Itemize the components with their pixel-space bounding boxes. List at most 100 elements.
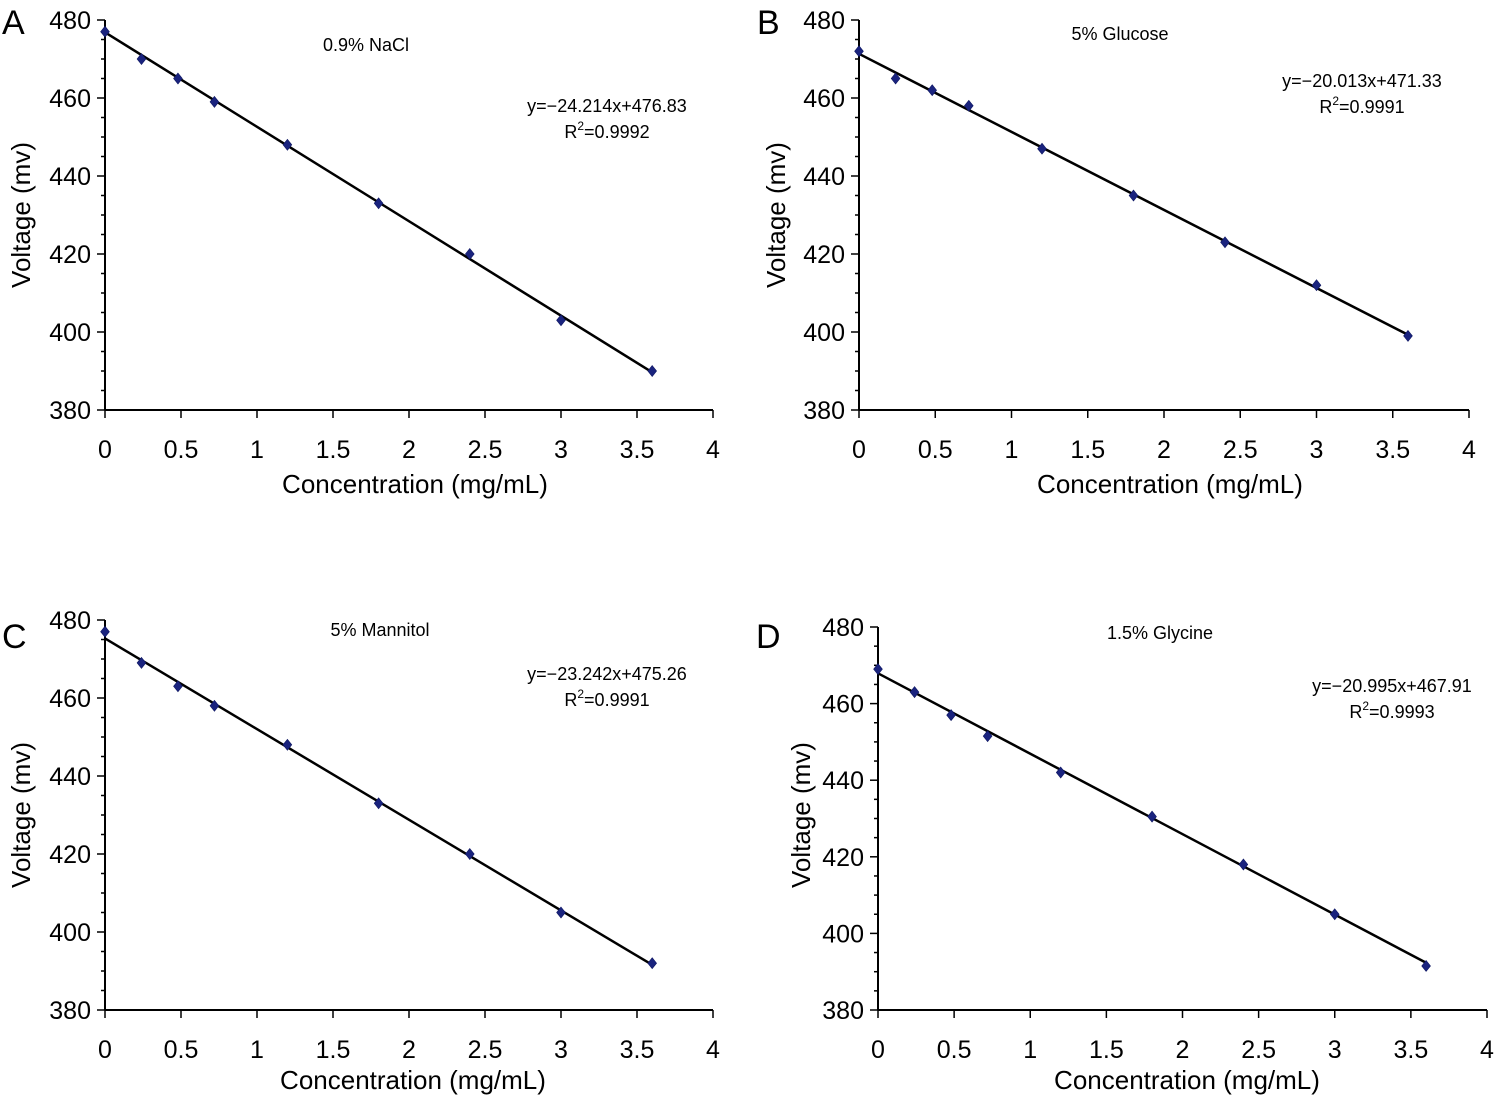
x-tick-label: 2.5 (468, 436, 503, 464)
x-tick-label: 1.5 (316, 436, 351, 464)
x-axis-label: Concentration (mg/mL) (1037, 469, 1303, 499)
panel-title: 1.5% Glycine (1107, 623, 1213, 643)
r-squared-label: R2=0.9991 (564, 687, 649, 710)
data-point (647, 365, 657, 377)
x-tick-label: 4 (706, 1036, 720, 1064)
x-tick-label: 0 (98, 436, 112, 464)
panel-a: A 380 400 420 440 460 480 0 0.5 1 1.5 2 2.5 3 3.5 4 Conc… (2, 4, 720, 499)
r-squared-r: R (564, 690, 577, 710)
r-squared-r: R (564, 122, 577, 142)
trendline-equation: y=−20.995x+467.91 (1312, 676, 1472, 696)
data-point (854, 45, 864, 58)
y-tick-label: 400 (49, 319, 91, 347)
y-tick-label: 380 (822, 997, 864, 1025)
x-tick-label: 0.5 (918, 436, 953, 464)
data-point (1329, 908, 1340, 921)
data-point (100, 625, 110, 638)
data-point (173, 72, 183, 85)
y-tick-label: 460 (49, 685, 91, 713)
data-point (982, 730, 993, 743)
panel-d: D 380 400 420 440 460 480 0 0.5 1 1.5 2 2.5 3 3.5 4 Conc… (756, 614, 1494, 1095)
data-point (946, 709, 956, 722)
data-point (100, 25, 110, 38)
data-point (556, 906, 566, 919)
r-squared-r: R (1349, 702, 1362, 722)
y-tick-label: 420 (49, 841, 91, 869)
data-point (282, 138, 293, 151)
data-point (909, 686, 920, 699)
y-tick-label: 480 (803, 7, 845, 35)
y-tick-label: 420 (803, 241, 845, 269)
x-tick-label: 4 (1462, 436, 1476, 464)
x-tick-label: 3 (1328, 1036, 1342, 1064)
r-squared-label: R2=0.9993 (1349, 699, 1434, 722)
x-tick-label: 0 (98, 1036, 112, 1064)
data-point (927, 84, 937, 97)
panel-c: C 380 400 420 440 460 480 0 0.5 1 1.5 2 2.5 3 3.5 4 Conc… (2, 607, 720, 1095)
data-point (1421, 959, 1431, 972)
data-point (890, 72, 901, 85)
x-tick-label: 0 (871, 1036, 885, 1064)
x-axis-label: Concentration (mg/mL) (280, 1065, 546, 1095)
data-point (964, 99, 974, 112)
x-tick-label: 0.5 (937, 1036, 972, 1064)
x-tick-label: 2 (402, 1036, 416, 1064)
x-tick-label: 4 (706, 436, 720, 464)
data-point (873, 663, 883, 676)
y-tick-label: 440 (822, 767, 864, 795)
y-axis-label: Voltage (mv) (6, 742, 36, 888)
panel-letter: C (2, 618, 27, 656)
panel-title: 5% Mannitol (330, 620, 429, 640)
data-point (556, 314, 566, 327)
r-squared-r: R (1319, 97, 1332, 117)
y-tick-label: 460 (822, 691, 864, 719)
trendline-equation: y=−20.013x+471.33 (1282, 71, 1442, 91)
data-point (136, 656, 147, 669)
x-tick-label: 3 (554, 1036, 568, 1064)
data-point (209, 95, 220, 108)
y-tick-label: 420 (49, 241, 91, 269)
x-axis-label: Concentration (mg/mL) (1054, 1065, 1320, 1095)
y-tick-label: 460 (803, 85, 845, 113)
x-tick-label: 4 (1480, 1036, 1494, 1064)
trendline-equation: y=−24.214x+476.83 (527, 96, 687, 116)
r-squared-exponent: 2 (577, 119, 584, 133)
panel-letter: D (756, 618, 781, 656)
panel-letter: A (2, 4, 25, 42)
r-squared-value: =0.9992 (584, 122, 650, 142)
x-tick-label: 3.5 (620, 436, 655, 464)
y-tick-label: 480 (49, 607, 91, 635)
x-tick-label: 1 (1023, 1036, 1037, 1064)
y-tick-label: 400 (803, 319, 845, 347)
data-point (1238, 858, 1249, 871)
x-tick-label: 0.5 (164, 436, 199, 464)
data-point (1220, 236, 1230, 249)
x-tick-label: 1 (250, 436, 264, 464)
r-squared-value: =0.9991 (584, 690, 650, 710)
trendline-equation: y=−23.242x+475.26 (527, 664, 687, 684)
r-squared-exponent: 2 (1362, 699, 1369, 713)
x-tick-label: 3 (554, 436, 568, 464)
panel-title: 0.9% NaCl (323, 35, 409, 55)
data-point (373, 197, 384, 210)
r-squared-exponent: 2 (577, 687, 584, 701)
data-point (465, 848, 475, 860)
y-tick-label: 480 (822, 614, 864, 642)
data-point (209, 699, 220, 712)
y-axis-label: Voltage (mv) (761, 142, 791, 288)
data-point (373, 797, 384, 810)
y-tick-label: 400 (49, 919, 91, 947)
y-tick-label: 480 (49, 7, 91, 35)
data-point (1055, 766, 1066, 779)
panel-letter: B (757, 4, 780, 42)
data-point (282, 738, 293, 751)
x-tick-label: 3.5 (1393, 1036, 1428, 1064)
x-tick-label: 2.5 (1223, 436, 1258, 464)
y-axis-label: Voltage (mv) (786, 742, 816, 888)
x-tick-label: 1 (1005, 436, 1019, 464)
panel-title: 5% Glucose (1071, 24, 1168, 44)
x-tick-label: 1.5 (316, 1036, 351, 1064)
y-tick-label: 420 (822, 844, 864, 872)
r-squared-exponent: 2 (1332, 94, 1339, 108)
x-tick-label: 2.5 (1241, 1036, 1276, 1064)
